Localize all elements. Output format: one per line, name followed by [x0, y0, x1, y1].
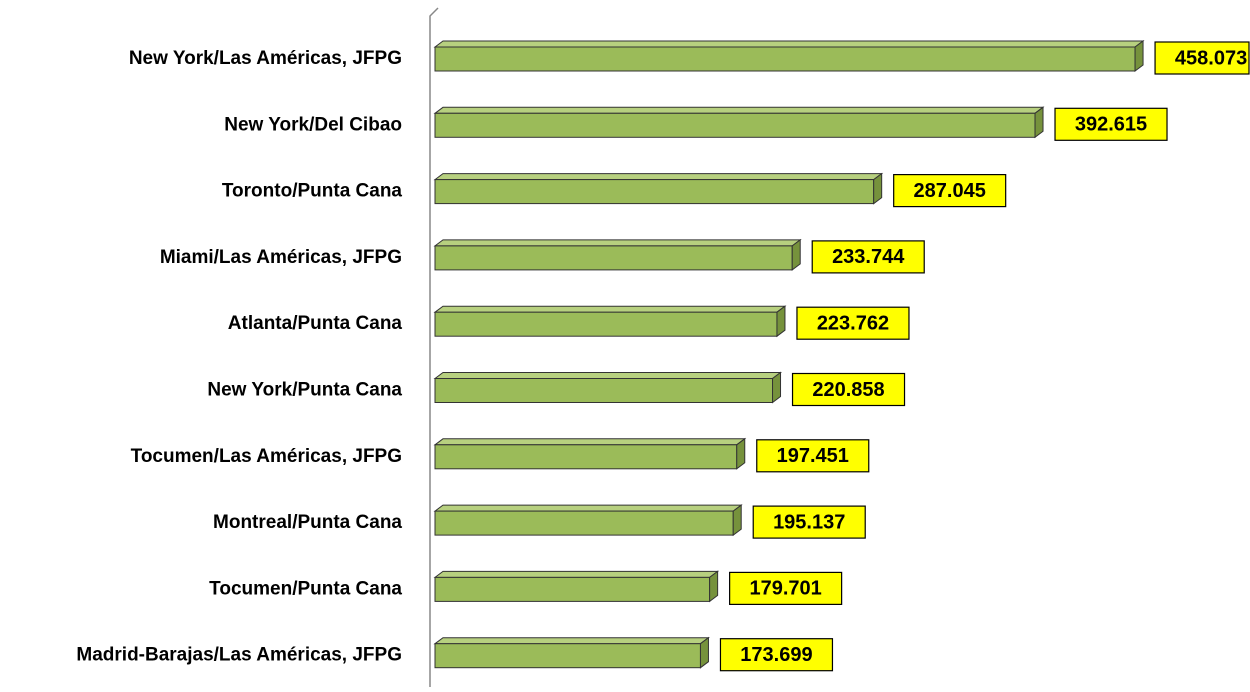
bar-side	[736, 437, 746, 470]
value-label: 392.615	[1075, 114, 1147, 136]
value-label-box	[756, 439, 870, 473]
value-label-box	[811, 240, 925, 274]
category-label: Toronto/Punta Cana	[222, 181, 403, 202]
category-label: Tocumen/Punta Cana	[209, 578, 402, 599]
value-label: 195.137	[773, 511, 845, 533]
bar-side	[776, 305, 786, 338]
bar-side	[791, 238, 801, 271]
value-label-box	[729, 571, 843, 606]
bar-top	[433, 40, 1145, 48]
bar-top	[433, 239, 802, 247]
category-label: Atlanta/Punta Cana	[228, 313, 403, 334]
value-label-box	[796, 306, 910, 340]
category-label: Madrid-Barajas/Las Américas, JFPG	[76, 645, 402, 666]
bar-top	[433, 438, 747, 446]
bar-top	[433, 637, 710, 645]
bar-side	[699, 636, 709, 669]
bar-top	[433, 504, 743, 512]
bar	[434, 378, 774, 403]
bar	[434, 444, 738, 470]
bar-top	[433, 173, 884, 181]
bar	[434, 576, 711, 602]
category-label: New York/Del Cibao	[224, 114, 402, 135]
value-label-box	[719, 638, 834, 672]
axis-wall	[429, 7, 439, 687]
bar-top	[433, 372, 783, 379]
bar-top	[433, 305, 787, 313]
value-label-box	[1154, 41, 1250, 75]
bar	[434, 46, 1136, 72]
bar	[434, 245, 793, 271]
bar-side	[732, 504, 742, 537]
category-label: New York/Las Américas, JFPG	[129, 48, 402, 69]
value-label: 458.073	[1175, 47, 1247, 69]
value-label: 197.451	[777, 445, 849, 467]
bar-side	[709, 570, 719, 603]
bar	[434, 510, 734, 536]
category-label: New York/Punta Cana	[207, 380, 402, 401]
value-label: 233.744	[832, 246, 905, 268]
bar	[434, 643, 701, 669]
value-label: 223.762	[817, 312, 889, 334]
bar-side	[772, 371, 782, 404]
value-label: 220.858	[812, 379, 884, 401]
value-label: 179.701	[749, 578, 821, 600]
value-label-box	[893, 174, 1007, 208]
value-label-box	[791, 372, 906, 407]
bar-top	[433, 106, 1045, 114]
bar-side	[1034, 106, 1044, 139]
value-label-box	[1054, 107, 1168, 141]
category-label: Tocumen/Las Américas, JFPG	[131, 446, 402, 467]
bar	[434, 112, 1036, 138]
category-label: Miami/Las Américas, JFPG	[160, 247, 402, 268]
value-label: 287.045	[914, 180, 986, 202]
bar-side	[1134, 40, 1144, 72]
bar-side	[873, 172, 883, 205]
bar-top	[433, 570, 720, 578]
value-label: 173.699	[740, 644, 812, 666]
bar	[434, 311, 778, 337]
value-label-box	[752, 505, 866, 539]
bar	[434, 179, 875, 205]
category-label: Montreal/Punta Cana	[213, 512, 402, 533]
